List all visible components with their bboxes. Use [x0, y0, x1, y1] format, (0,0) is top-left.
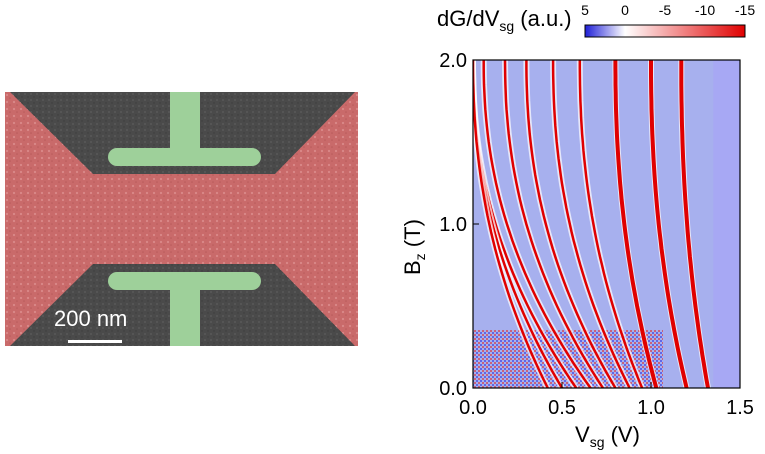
scale-bar [68, 340, 122, 343]
top-gate-bar [108, 148, 261, 166]
transition-lines [473, 60, 711, 388]
channel-texture [5, 92, 358, 346]
y-axis-ticks: 0.0 1.0 2.0 [439, 50, 479, 400]
transition-line [482, 60, 592, 388]
x-axis-ticks: 0.0 0.5 1.0 1.5 [459, 382, 754, 419]
y-tick-label: 2.0 [439, 50, 467, 72]
colorbar-tick-label: -15 [735, 2, 755, 18]
x-tick-label: 0.5 [548, 397, 576, 419]
transition-line [613, 60, 659, 388]
colorbar-tick-label: 5 [581, 2, 589, 18]
plateau-region [713, 60, 740, 388]
x-tick-label: 1.0 [637, 397, 665, 419]
bottom-gate-bar [108, 272, 261, 290]
colorbar [584, 24, 746, 38]
x-axis-label: Vsg (V) [575, 422, 640, 450]
colorbar-tick-label: -5 [659, 2, 672, 18]
transition-line [503, 60, 604, 388]
colorbar-title: dG/dVsg (a.u.) [437, 6, 572, 34]
y-axis-label: Bz (T) [400, 219, 428, 275]
transition-line [525, 60, 617, 388]
top-gate-joint [170, 132, 200, 154]
colorbar-tick-label: -10 [695, 2, 715, 18]
bottom-gate-stem [170, 284, 200, 346]
transition-line [649, 60, 689, 388]
colorbar-ticks: 5 0 -5 -10 -15 [581, 2, 755, 18]
x-tick-label: 1.5 [726, 397, 754, 419]
transition-line [578, 60, 644, 388]
y-tick-label: 1.0 [439, 214, 467, 236]
sem-image [5, 92, 358, 346]
scale-bar-label: 200 nm [54, 306, 128, 331]
sem-micrograph [5, 92, 358, 346]
transition-line [551, 60, 631, 388]
x-tick-label: 0.0 [459, 397, 487, 419]
transition-line [679, 60, 710, 388]
colorbar-tick-label: 0 [621, 2, 629, 18]
y-tick-label: 0.0 [439, 378, 467, 400]
transition-line [473, 60, 549, 388]
